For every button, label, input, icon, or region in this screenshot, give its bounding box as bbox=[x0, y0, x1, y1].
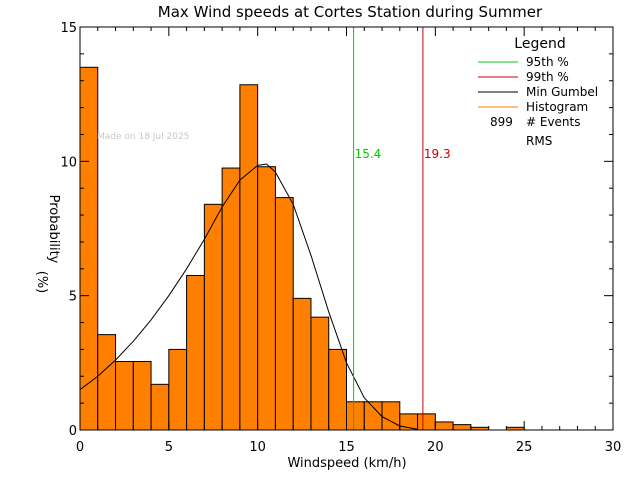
y-axis-label: Probability bbox=[46, 195, 61, 264]
legend: Legend 95th % 99th % Min Gumbel Histogra… bbox=[478, 36, 598, 148]
histogram-bar bbox=[79, 66, 99, 431]
histogram-bar bbox=[203, 203, 223, 431]
histogram-bar bbox=[132, 360, 152, 431]
y-tick-label: 10 bbox=[60, 155, 77, 170]
y-axis: 0 5 10 15 bbox=[60, 21, 613, 439]
legend-label-99th: 99th % bbox=[526, 70, 569, 84]
x-tick-label: 15 bbox=[338, 440, 355, 455]
legend-events-count: 899 bbox=[490, 115, 513, 129]
histogram-bar bbox=[434, 421, 454, 431]
y-axis-label-bottom: (%) bbox=[34, 271, 49, 294]
histogram-bar bbox=[310, 316, 330, 431]
x-tick-label: 30 bbox=[605, 440, 622, 455]
legend-label-95th: 95th % bbox=[526, 55, 569, 69]
gumbel-curve bbox=[79, 163, 418, 430]
gumbel-curve-layer bbox=[79, 163, 418, 430]
histogram-bar bbox=[257, 166, 276, 431]
y-tick-label: 5 bbox=[69, 290, 77, 305]
legend-rms-label: RMS bbox=[526, 134, 552, 148]
x-axis: 0 5 10 15 20 25 30 bbox=[76, 27, 621, 455]
chart-title: Max Wind speeds at Cortes Station during… bbox=[158, 3, 543, 21]
percentile-label: 15.4 bbox=[355, 147, 382, 161]
histogram-bar bbox=[381, 401, 401, 431]
histogram-bar bbox=[417, 413, 436, 431]
histogram-bar bbox=[363, 401, 383, 431]
legend-label-histogram: Histogram bbox=[526, 100, 588, 114]
histogram-bar bbox=[274, 197, 294, 431]
percentile-markers: 15.4 19.3 bbox=[353, 27, 451, 430]
x-axis-label: Windspeed (km/h) bbox=[287, 456, 406, 471]
histogram-bar bbox=[221, 167, 241, 431]
percentile-label: 19.3 bbox=[424, 147, 451, 161]
histogram-bar bbox=[97, 334, 117, 431]
histogram-bar bbox=[452, 424, 472, 431]
y-axis-label-top: Probability bbox=[46, 195, 61, 264]
x-tick-label: 0 bbox=[76, 440, 84, 455]
watermark: Made on 18 Jul 2025 bbox=[97, 132, 189, 142]
x-tick-label: 5 bbox=[165, 440, 173, 455]
legend-events-label: # Events bbox=[526, 115, 581, 129]
x-tick-label: 25 bbox=[516, 440, 533, 455]
y-axis-unit-label: (%) bbox=[34, 271, 49, 294]
histogram-bar bbox=[150, 383, 170, 431]
y-tick-label: 15 bbox=[60, 21, 77, 36]
y-tick-label: 0 bbox=[69, 424, 77, 439]
histogram-bar bbox=[346, 401, 365, 431]
histogram-bar bbox=[115, 360, 134, 431]
histogram-bar bbox=[186, 275, 205, 431]
histogram-bar bbox=[168, 348, 188, 431]
histogram-bar bbox=[292, 297, 312, 431]
legend-title: Legend bbox=[514, 36, 565, 52]
x-tick-label: 20 bbox=[427, 440, 444, 455]
histogram-bar bbox=[239, 84, 259, 431]
legend-label-gumbel: Min Gumbel bbox=[526, 85, 598, 99]
histogram-bars bbox=[79, 66, 525, 431]
histogram-bar bbox=[328, 348, 348, 431]
x-tick-label: 10 bbox=[249, 440, 266, 455]
